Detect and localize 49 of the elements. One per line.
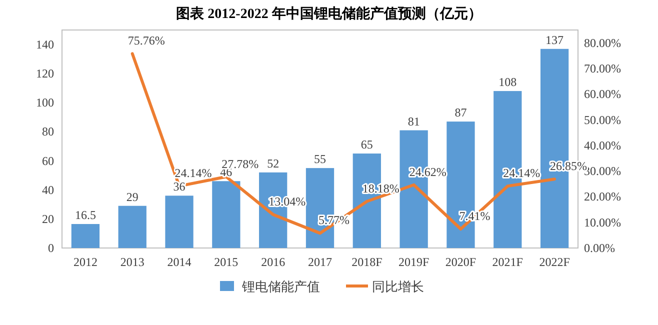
x-tick-label: 2017 (308, 255, 332, 269)
legend-label: 锂电储能产值 (241, 280, 320, 295)
y2-tick-label: 10.00% (584, 215, 621, 230)
bar (71, 224, 100, 248)
data-label: 65 (360, 138, 373, 152)
y-tick-label: 0 (48, 241, 54, 255)
x-tick-label: 2018F (352, 255, 383, 269)
y2-tick-label: 60.00% (584, 87, 621, 102)
y-tick-label: 40 (42, 182, 54, 197)
y2-tick-label: 40.00% (584, 138, 621, 152)
x-tick-label: 2020F (445, 255, 476, 269)
x-tick-label: 2021F (492, 255, 524, 269)
data-label: 5.77% (318, 213, 350, 228)
x-tick-label: 2016 (261, 255, 286, 269)
data-label: 81 (408, 114, 420, 128)
legend-label: 同比增长 (372, 280, 424, 295)
y2-tick-label: 20.00% (584, 190, 621, 204)
x-tick-label: 2019F (398, 255, 430, 269)
x-tick-label: 2012 (73, 255, 98, 269)
y-tick-label: 80 (42, 124, 54, 139)
data-label: 55 (314, 152, 326, 166)
y2-tick-label: 70.00% (584, 61, 621, 76)
data-label: 24.14% (503, 166, 540, 180)
y2-tick-label: 50.00% (584, 112, 621, 127)
data-label: 108 (498, 75, 517, 90)
y-tick-label: 60 (42, 154, 54, 168)
bar (118, 206, 146, 248)
data-label: 29 (126, 190, 138, 204)
y-tick-label: 120 (36, 66, 54, 81)
y2-tick-label: 0.00% (584, 241, 615, 255)
y-tick-label: 20 (42, 212, 54, 226)
bar (212, 181, 240, 248)
y2-tick-label: 80.00% (584, 36, 621, 50)
data-label: 16.5 (74, 208, 96, 222)
bar (165, 196, 194, 248)
x-tick-label: 2015 (214, 255, 238, 269)
x-tick-label: 2022F (539, 255, 570, 269)
data-label: 52 (267, 156, 280, 170)
data-label: 75.76% (128, 34, 165, 48)
y-tick-label: 100 (36, 96, 54, 110)
x-tick-label: 2014 (167, 255, 192, 269)
data-label: 137 (546, 32, 564, 47)
data-label: 7.41% (459, 208, 490, 223)
y-tick-label: 140 (36, 38, 54, 52)
y2-tick-label: 30.00% (584, 164, 621, 178)
data-label: 87 (454, 106, 467, 120)
x-tick-label: 2013 (120, 255, 144, 269)
chart-title: 图表 2012-2022 年中国锂电储能产值预测（亿元） (176, 5, 482, 22)
data-label: 18.18% (362, 181, 400, 196)
